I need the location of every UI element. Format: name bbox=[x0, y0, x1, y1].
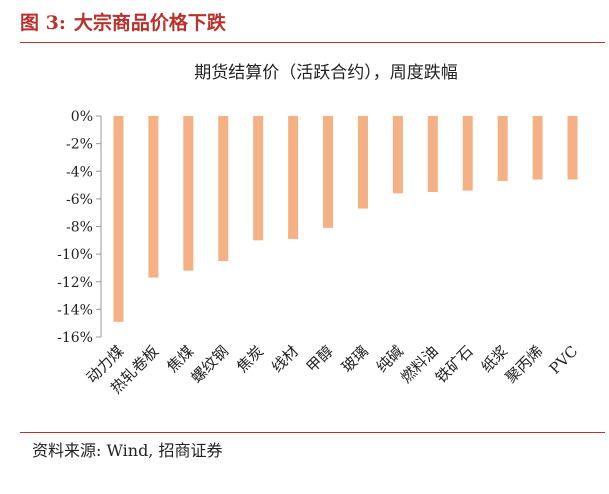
bar bbox=[427, 116, 438, 192]
y-tick-label: -16% bbox=[57, 330, 93, 346]
bar bbox=[392, 116, 403, 194]
bar bbox=[218, 116, 229, 262]
y-tick-label: -10% bbox=[57, 247, 93, 263]
figure-title: 图 3: 大宗商品价格下跌 bbox=[20, 8, 234, 35]
bar bbox=[357, 116, 368, 209]
y-tick-label: -2% bbox=[66, 137, 93, 153]
chart-title: 期货结算价（活跃合约），周度跌幅 bbox=[194, 63, 458, 83]
x-tick-label: 螺纹钢 bbox=[188, 342, 233, 387]
bar-chart: 期货结算价（活跃合约），周度跌幅 0% -2% -4% -6% -8% -10% -12% -… bbox=[57, 63, 582, 397]
source-note: 资料来源: Wind, 招商证券 bbox=[32, 441, 223, 460]
bars-group bbox=[113, 116, 578, 322]
x-tick-label: 甲醇 bbox=[303, 342, 337, 376]
figure-label: 图 3: bbox=[20, 12, 66, 34]
y-tick-label: 0% bbox=[71, 109, 93, 125]
bar bbox=[288, 116, 299, 239]
y-tick-label: -14% bbox=[57, 302, 93, 318]
x-tick-label: 燃料油 bbox=[397, 342, 442, 387]
bar bbox=[183, 116, 194, 271]
bar bbox=[253, 116, 264, 241]
x-tick-label: 焦炭 bbox=[233, 342, 267, 376]
y-tick-label: -4% bbox=[66, 164, 93, 180]
source-rule bbox=[20, 432, 605, 433]
x-tick-label: 铁矿石 bbox=[432, 342, 477, 387]
x-tick-label: 聚丙烯 bbox=[502, 342, 547, 387]
y-axis: 0% -2% -4% -6% -8% -10% -12% -14% -16% bbox=[57, 109, 102, 346]
bar bbox=[462, 116, 473, 191]
y-tick-label: -6% bbox=[66, 192, 93, 208]
y-tick-label: -12% bbox=[57, 275, 93, 291]
x-tick-label: 线材 bbox=[268, 342, 302, 376]
x-tick-label: 玻璃 bbox=[338, 342, 372, 376]
bar bbox=[497, 116, 508, 181]
figure-title-text: 大宗商品价格下跌 bbox=[73, 12, 226, 34]
bar bbox=[567, 116, 578, 180]
x-tick-label: PVC bbox=[546, 342, 582, 378]
bar bbox=[113, 116, 124, 322]
title-rule bbox=[20, 42, 605, 43]
bar bbox=[148, 116, 159, 278]
bar bbox=[532, 116, 543, 180]
y-tick-label: -8% bbox=[66, 220, 93, 236]
bar bbox=[323, 116, 334, 228]
